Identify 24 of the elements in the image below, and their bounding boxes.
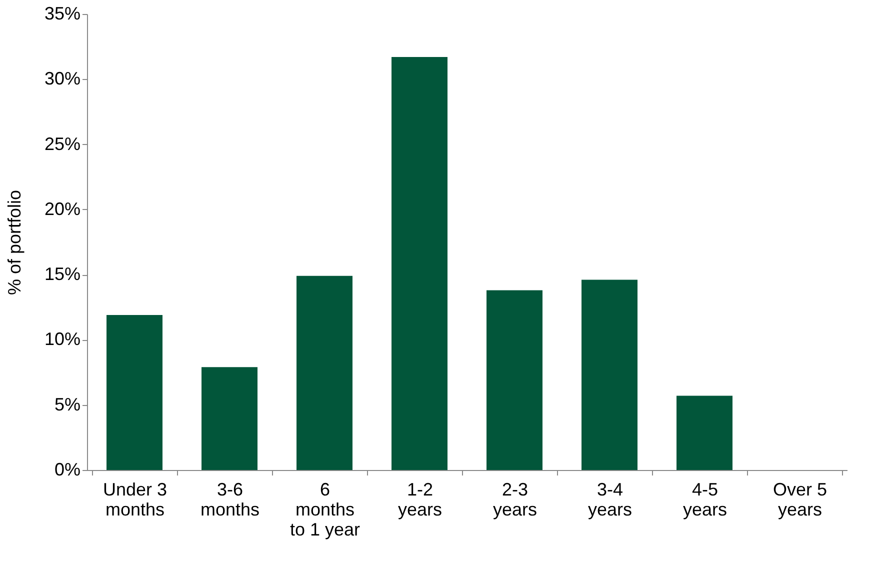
x-tick-label: 3-4 years: [588, 480, 632, 520]
bar: [106, 314, 162, 470]
bar: [582, 280, 638, 470]
y-axis-title: % of portfolio: [4, 190, 24, 296]
x-tick-label: 1-2 years: [398, 480, 442, 520]
x-tick-label: 4-5 years: [682, 480, 728, 520]
y-tick-label: 20%: [44, 198, 80, 219]
x-tick-label: 3-6 months: [200, 480, 260, 520]
bar: [202, 367, 258, 470]
y-tick-label: 25%: [44, 134, 80, 154]
bar: [486, 290, 542, 470]
x-tick-label: Over 5 years: [772, 480, 828, 520]
y-tick-label: 30%: [44, 68, 80, 89]
y-tick-label: 35%: [44, 4, 80, 24]
bar: [676, 396, 732, 470]
bar: [392, 56, 448, 470]
bar: [296, 276, 352, 470]
y-tick-label: 0%: [54, 460, 80, 480]
x-tick-label: 2-3 years: [492, 480, 538, 520]
y-tick-label: 10%: [44, 329, 80, 350]
y-tick-label: 15%: [44, 264, 80, 284]
y-tick-label: 5%: [54, 394, 80, 414]
x-tick-label: 6 months to 1 year: [290, 480, 360, 540]
x-tick-label: Under 3 months: [102, 480, 168, 520]
